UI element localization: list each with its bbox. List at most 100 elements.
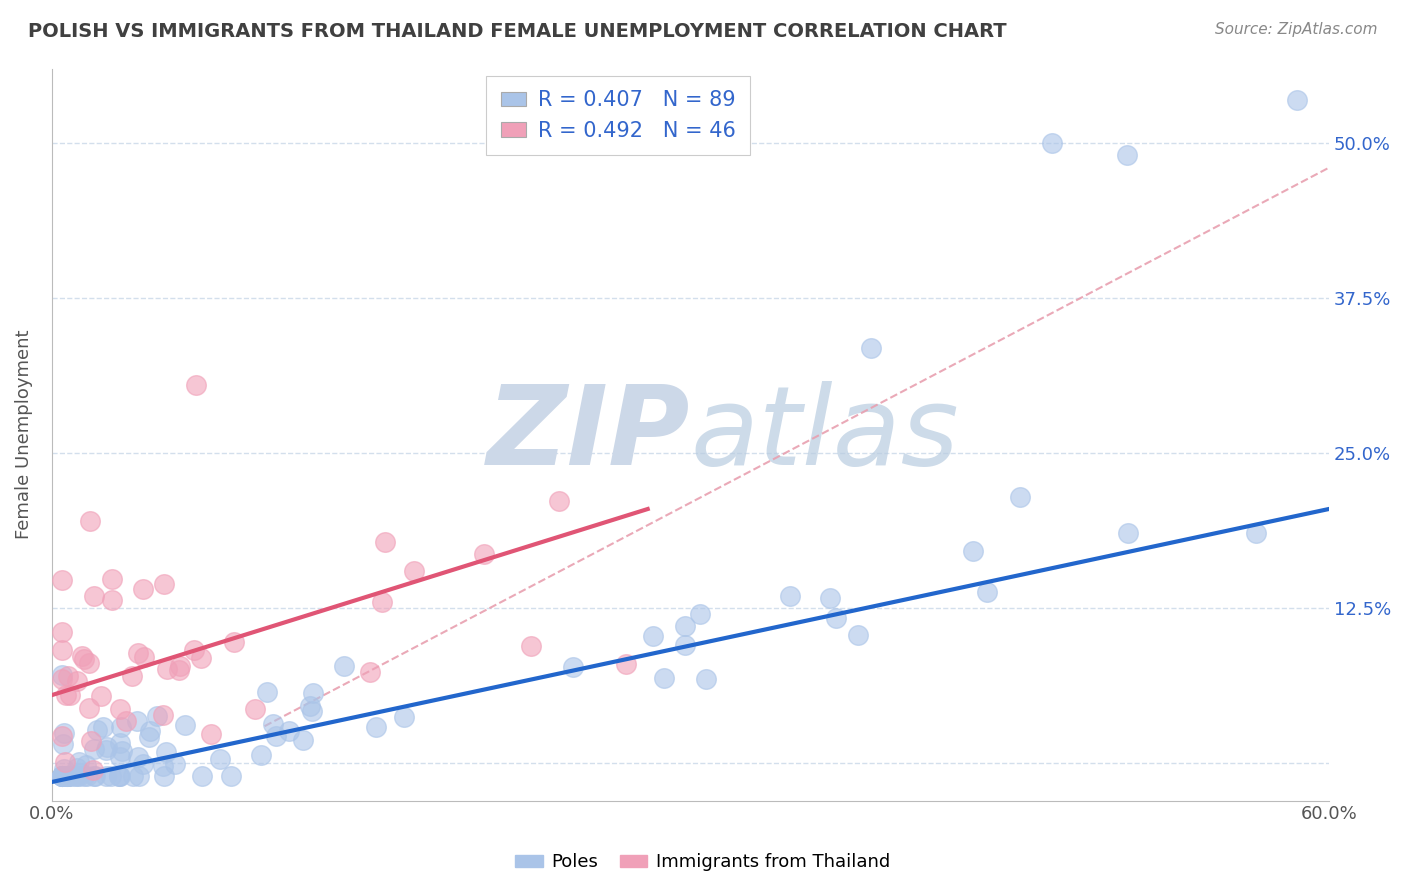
Point	[186, 378, 208, 392]
Point	[673, 638, 696, 652]
Point	[127, 749, 149, 764]
Point	[51, 769, 73, 783]
Point	[1244, 526, 1267, 541]
Point	[359, 665, 381, 679]
Point	[53, 726, 76, 740]
Y-axis label: Female Unemployment: Female Unemployment	[15, 330, 32, 540]
Point	[264, 729, 287, 743]
Point	[58, 769, 80, 783]
Point	[58, 769, 80, 783]
Point	[51, 769, 73, 783]
Point	[374, 535, 396, 549]
Point	[402, 564, 425, 578]
Point	[75, 758, 97, 772]
Point	[55, 769, 77, 783]
Point	[394, 710, 416, 724]
Point	[66, 769, 89, 783]
Point	[548, 494, 571, 508]
Point	[79, 515, 101, 529]
Point	[301, 704, 323, 718]
Point	[779, 589, 801, 603]
Point	[107, 768, 129, 782]
Point	[962, 544, 984, 558]
Point	[52, 737, 75, 751]
Point	[121, 769, 143, 783]
Point	[190, 650, 212, 665]
Point	[262, 716, 284, 731]
Point	[59, 689, 82, 703]
Point	[86, 723, 108, 737]
Point	[222, 635, 245, 649]
Point	[132, 757, 155, 772]
Point	[127, 646, 149, 660]
Point	[366, 720, 388, 734]
Point	[128, 769, 150, 783]
Point	[846, 628, 869, 642]
Point	[277, 724, 299, 739]
Point	[291, 733, 314, 747]
Point	[56, 769, 79, 783]
Point	[153, 577, 176, 591]
Point	[63, 769, 86, 783]
Point	[90, 690, 112, 704]
Point	[83, 769, 105, 783]
Point	[111, 744, 134, 758]
Legend: Poles, Immigrants from Thailand: Poles, Immigrants from Thailand	[509, 847, 897, 879]
Point	[820, 591, 842, 605]
Point	[67, 755, 90, 769]
Point	[152, 707, 174, 722]
Point	[1115, 148, 1137, 162]
Point	[101, 572, 124, 586]
Point	[96, 739, 118, 754]
Point	[73, 652, 96, 666]
Text: POLISH VS IMMIGRANTS FROM THAILAND FEMALE UNEMPLOYMENT CORRELATION CHART: POLISH VS IMMIGRANTS FROM THAILAND FEMAL…	[28, 22, 1007, 41]
Point	[561, 660, 583, 674]
Point	[110, 721, 132, 735]
Text: atlas: atlas	[690, 381, 959, 488]
Point	[472, 547, 495, 561]
Point	[51, 625, 73, 640]
Point	[332, 659, 354, 673]
Point	[51, 729, 73, 743]
Point	[256, 685, 278, 699]
Text: ZIP: ZIP	[486, 381, 690, 488]
Point	[673, 619, 696, 633]
Point	[689, 607, 711, 621]
Point	[51, 769, 73, 783]
Point	[72, 649, 94, 664]
Point	[84, 769, 107, 783]
Point	[132, 582, 155, 596]
Point	[138, 730, 160, 744]
Point	[51, 642, 73, 657]
Point	[83, 589, 105, 603]
Point	[82, 764, 104, 778]
Point	[860, 341, 883, 355]
Point	[56, 769, 79, 783]
Point	[76, 769, 98, 783]
Point	[825, 611, 848, 625]
Point	[249, 747, 271, 762]
Point	[152, 759, 174, 773]
Point	[51, 769, 73, 783]
Point	[67, 769, 90, 783]
Point	[169, 663, 191, 677]
Point	[134, 650, 156, 665]
Point	[1010, 490, 1032, 504]
Point	[80, 733, 103, 747]
Point	[110, 769, 132, 783]
Point	[190, 769, 212, 783]
Point	[695, 672, 717, 686]
Point	[153, 769, 176, 783]
Point	[51, 672, 73, 686]
Point	[145, 709, 167, 723]
Point	[55, 688, 77, 702]
Point	[53, 762, 76, 776]
Point	[173, 718, 195, 732]
Point	[976, 585, 998, 599]
Point	[53, 755, 76, 769]
Point	[243, 702, 266, 716]
Text: Source: ZipAtlas.com: Source: ZipAtlas.com	[1215, 22, 1378, 37]
Point	[66, 674, 89, 689]
Point	[69, 765, 91, 780]
Point	[55, 769, 77, 783]
